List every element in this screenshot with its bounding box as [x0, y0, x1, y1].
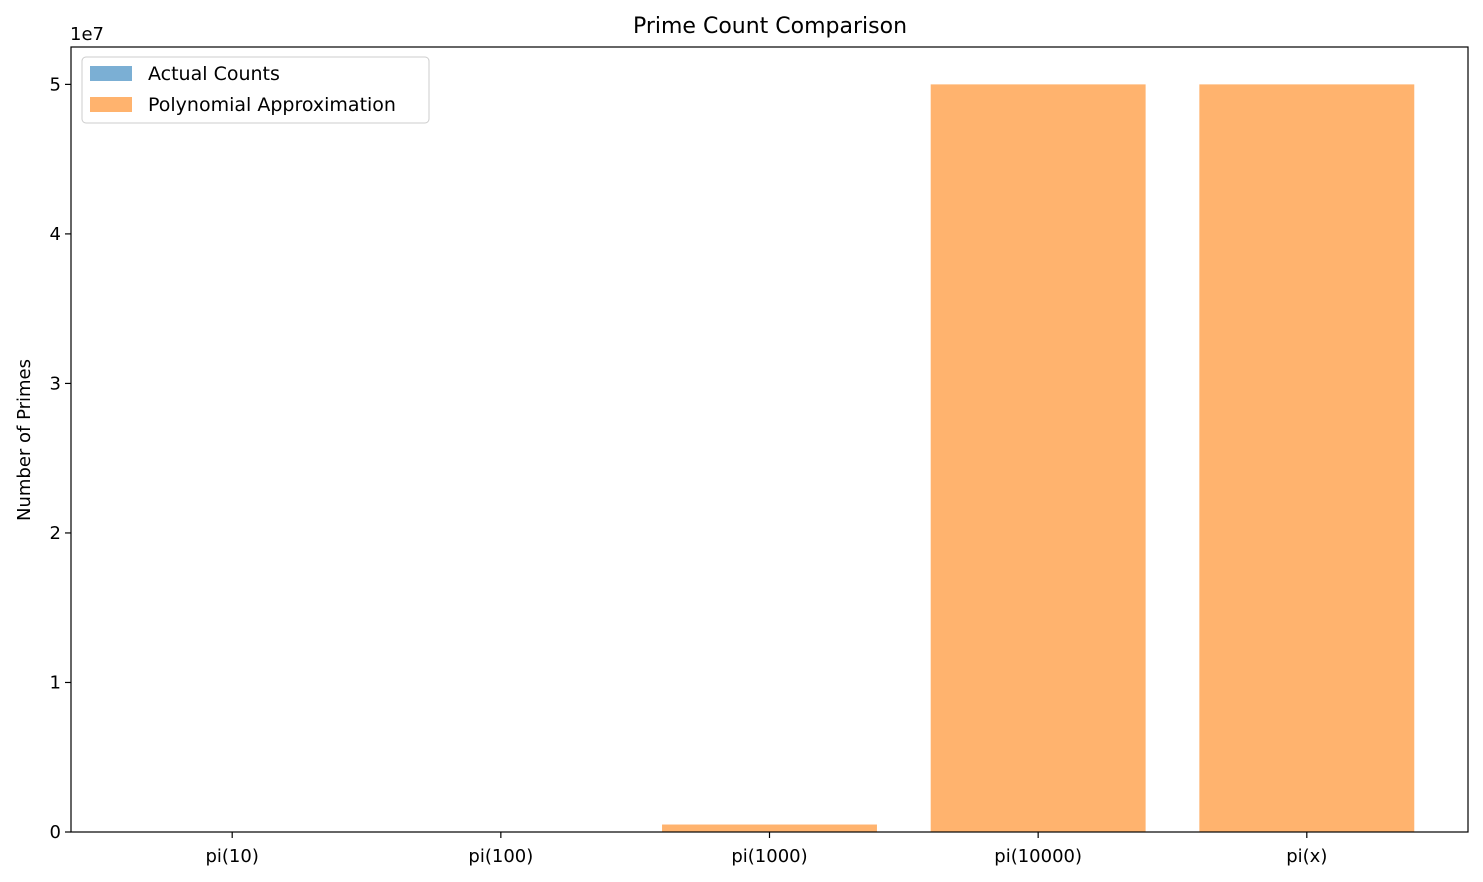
chart-title: Prime Count Comparison: [633, 14, 907, 39]
y-tick-label: 5: [50, 74, 61, 95]
legend-swatch-0: [90, 66, 132, 81]
legend-box: [81, 56, 430, 124]
bars-group: [124, 84, 1415, 832]
legend: Actual Counts Polynomial Approximation: [81, 56, 430, 124]
plot-area-frame: [70, 46, 1469, 833]
legend-label-0: Actual Counts: [148, 63, 280, 85]
y-axis-label: Number of Primes: [14, 359, 35, 521]
bar-approx-4: [1199, 84, 1415, 832]
x-tick-label: pi(10): [205, 846, 258, 867]
x-tick-label: pi(1000): [731, 846, 807, 867]
legend-swatch-1: [90, 97, 132, 112]
x-tick-label: pi(10000): [994, 846, 1082, 867]
bar-approx-3: [930, 84, 1146, 832]
y-axis-offset-label: 1e7: [70, 24, 104, 45]
x-tick-label: pi(x): [1286, 846, 1327, 867]
y-tick-label: 1: [50, 672, 61, 693]
y-tick-label: 2: [50, 523, 61, 544]
bar-approx-2: [662, 824, 877, 832]
y-tick-label: 3: [50, 373, 61, 394]
legend-label-1: Polynomial Approximation: [148, 94, 396, 116]
y-tick-label: 0: [50, 822, 61, 843]
x-axis-ticks: pi(10) pi(100) pi(1000) pi(10000) pi(x): [205, 832, 1327, 867]
y-tick-label: 4: [50, 224, 61, 245]
x-tick-label: pi(100): [468, 846, 533, 867]
y-axis-ticks: 0 1 2 3 4 5: [50, 74, 71, 843]
